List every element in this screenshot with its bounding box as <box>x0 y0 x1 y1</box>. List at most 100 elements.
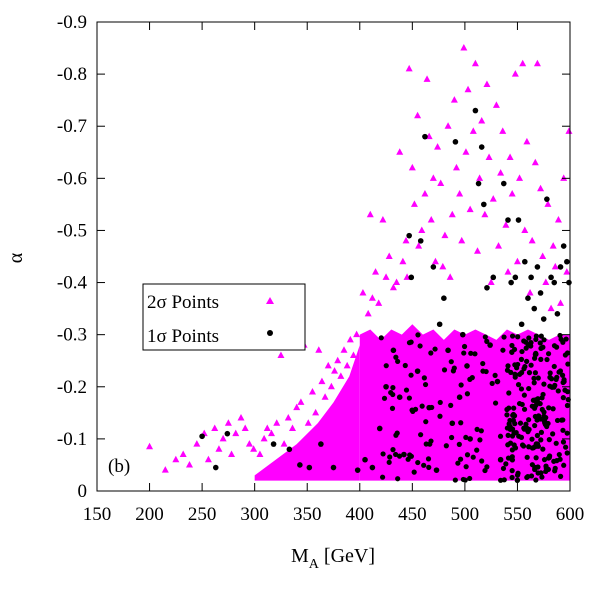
y-tick-label: -0.2 <box>57 377 87 398</box>
point-2sigma <box>250 445 258 452</box>
point-1sigma <box>505 432 511 438</box>
point-1sigma <box>517 420 524 426</box>
point-2sigma <box>504 268 512 275</box>
point-1sigma <box>421 375 427 381</box>
point-1sigma <box>554 311 561 317</box>
point-2sigma <box>337 372 345 379</box>
point-1sigma <box>492 372 498 378</box>
point-1sigma <box>469 375 475 381</box>
point-1sigma <box>537 340 543 346</box>
point-2sigma <box>293 403 301 411</box>
point-1sigma <box>540 344 546 350</box>
point-1sigma <box>506 390 512 396</box>
point-1sigma <box>526 385 532 392</box>
point-2sigma <box>375 299 383 306</box>
point-1sigma <box>500 465 507 472</box>
point-1sigma <box>541 409 547 415</box>
point-1sigma <box>388 389 394 396</box>
point-1sigma <box>452 477 458 483</box>
point-1sigma <box>390 347 397 354</box>
point-1sigma <box>463 464 469 470</box>
point-2sigma <box>280 440 288 447</box>
point-2sigma <box>241 424 249 431</box>
point-2sigma <box>471 59 479 67</box>
point-1sigma <box>560 439 567 445</box>
point-1sigma <box>480 360 486 367</box>
point-1sigma <box>487 342 493 348</box>
point-1sigma <box>523 345 529 351</box>
point-1sigma <box>518 321 525 328</box>
point-1sigma <box>441 367 448 373</box>
point-2sigma <box>565 127 573 134</box>
point-1sigma <box>556 451 562 458</box>
point-2sigma <box>429 174 437 181</box>
point-1sigma <box>519 348 525 355</box>
point-1sigma <box>514 472 521 478</box>
point-1sigma <box>511 346 518 353</box>
point-1sigma <box>430 264 437 270</box>
point-2sigma <box>289 424 297 431</box>
point-1sigma <box>549 384 555 390</box>
point-1sigma <box>507 440 514 446</box>
point-1sigma <box>531 305 538 312</box>
point-2sigma <box>399 257 407 265</box>
point-1sigma <box>478 144 485 150</box>
point-2sigma <box>379 216 387 223</box>
point-1sigma <box>389 405 396 411</box>
point-2sigma <box>531 158 539 166</box>
point-1sigma <box>494 378 501 385</box>
point-1sigma <box>533 402 539 408</box>
point-2sigma <box>372 268 380 275</box>
point-1sigma <box>558 473 564 479</box>
point-1sigma <box>540 446 546 452</box>
point-1sigma <box>411 469 417 475</box>
legend: 2σ Points 1σ Points <box>142 283 306 351</box>
point-2sigma <box>462 148 470 155</box>
point-1sigma <box>464 363 470 369</box>
point-2sigma <box>312 408 320 416</box>
point-2sigma <box>228 450 236 458</box>
point-2sigma <box>346 335 354 343</box>
point-1sigma <box>437 399 443 406</box>
point-1sigma <box>450 368 456 374</box>
point-1sigma <box>564 450 570 456</box>
point-1sigma <box>270 441 277 447</box>
point-1sigma <box>387 454 393 460</box>
point-1sigma <box>563 336 569 342</box>
point-1sigma <box>390 447 396 453</box>
point-1sigma <box>441 295 447 301</box>
point-1sigma <box>512 374 518 380</box>
point-2sigma <box>393 278 401 286</box>
x-tick-label: 150 <box>83 504 112 525</box>
point-2sigma <box>511 70 519 77</box>
point-1sigma <box>533 351 539 357</box>
point-2sigma <box>466 205 474 213</box>
y-tick-label: -0.4 <box>57 273 88 294</box>
point-2sigma <box>508 189 516 197</box>
point-2sigma <box>476 174 484 181</box>
point-1sigma <box>538 356 544 362</box>
point-1sigma <box>511 430 517 436</box>
point-1sigma <box>515 382 522 388</box>
point-2sigma <box>172 455 180 463</box>
x-tick-label: 450 <box>398 504 427 525</box>
point-2sigma <box>405 64 413 72</box>
point-1sigma <box>528 362 534 368</box>
point-2sigma <box>554 216 562 223</box>
point-2sigma <box>423 75 431 82</box>
point-2sigma <box>450 96 458 103</box>
point-2sigma <box>349 351 357 359</box>
point-1sigma <box>564 430 570 436</box>
point-1sigma <box>330 464 337 471</box>
point-1sigma <box>369 464 376 471</box>
y-tick-label: -0.8 <box>57 64 87 85</box>
point-2sigma <box>334 356 342 364</box>
point-1sigma <box>515 334 521 340</box>
point-1sigma <box>521 426 527 432</box>
point-1sigma <box>415 332 421 338</box>
point-1sigma <box>538 470 544 476</box>
series-2sigma-dense-wedge <box>254 345 360 481</box>
point-1sigma <box>403 387 410 393</box>
point-2sigma <box>260 434 268 442</box>
point-1sigma <box>414 368 421 374</box>
